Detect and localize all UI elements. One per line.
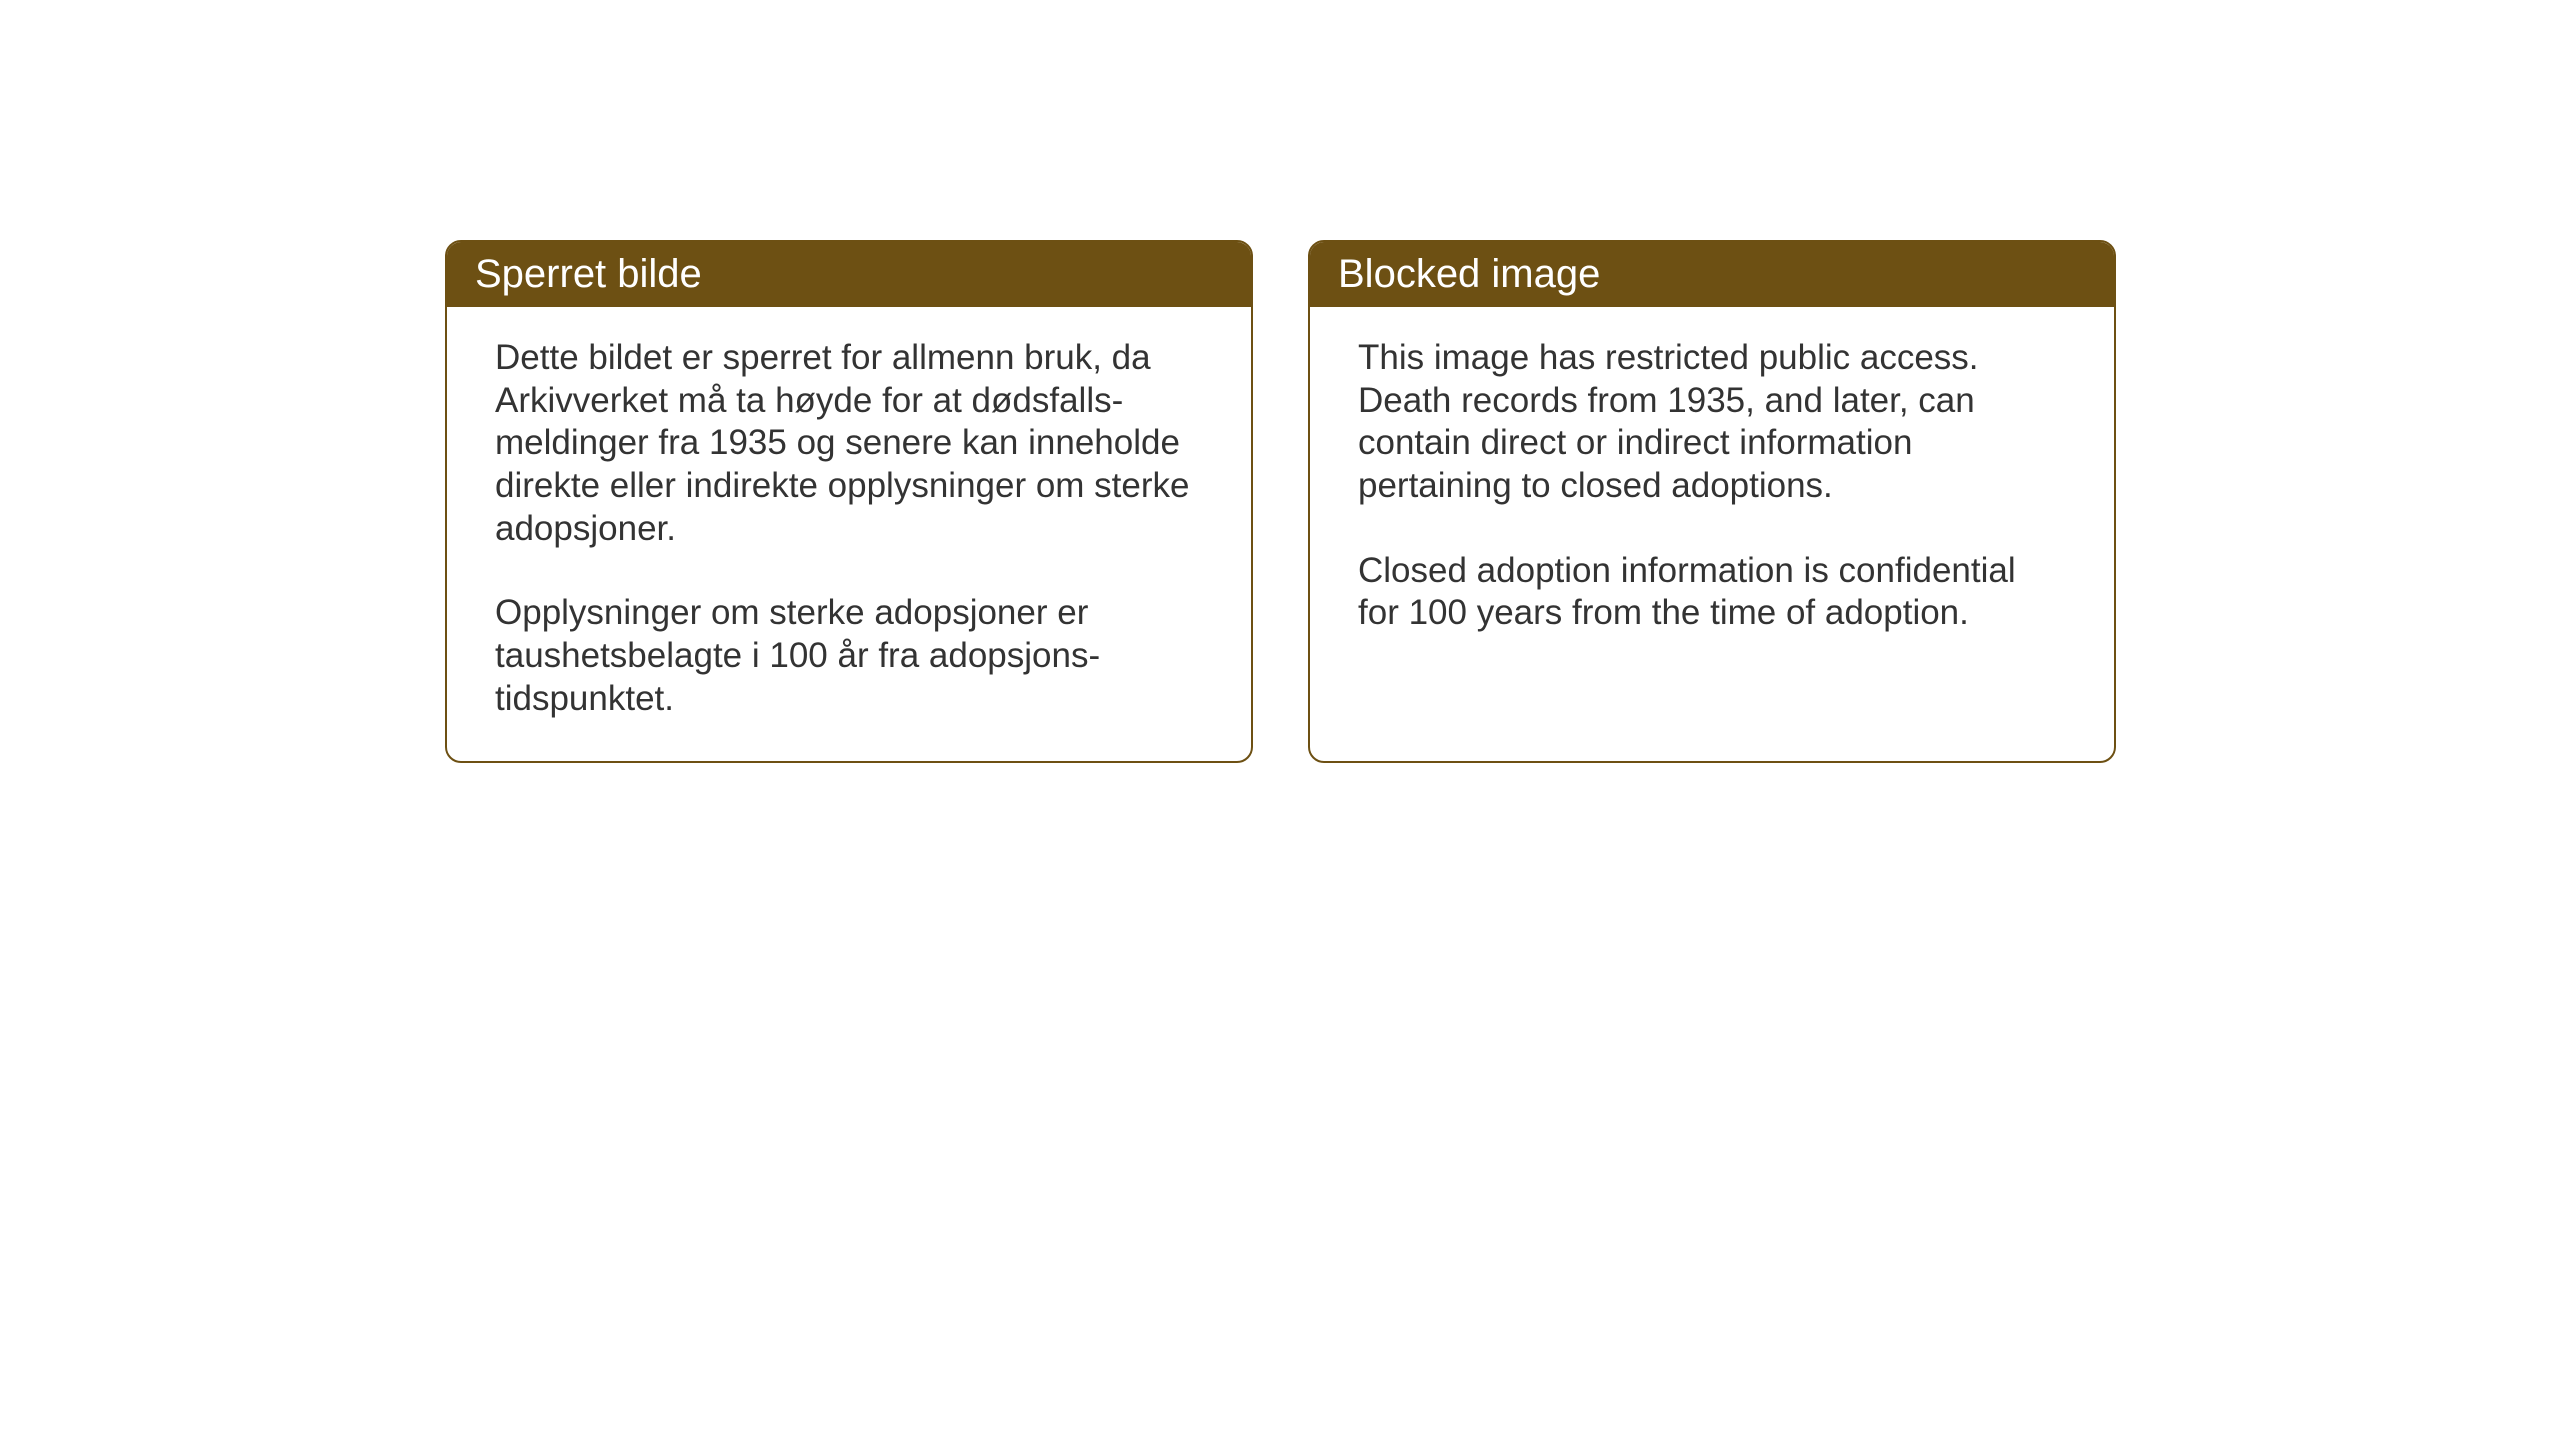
- card-body-norwegian: Dette bildet er sperret for allmenn bruk…: [447, 307, 1251, 761]
- card-paragraph: Dette bildet er sperret for allmenn bruk…: [495, 337, 1203, 550]
- card-paragraph: Closed adoption information is confident…: [1358, 550, 2066, 635]
- card-norwegian: Sperret bilde Dette bildet er sperret fo…: [445, 240, 1253, 763]
- card-title: Blocked image: [1338, 252, 1600, 296]
- card-paragraph: Opplysninger om sterke adopsjoner er tau…: [495, 592, 1203, 720]
- card-body-english: This image has restricted public access.…: [1310, 307, 2114, 675]
- card-english: Blocked image This image has restricted …: [1308, 240, 2116, 763]
- card-header-english: Blocked image: [1310, 242, 2114, 307]
- card-title: Sperret bilde: [475, 252, 702, 296]
- card-paragraph: This image has restricted public access.…: [1358, 337, 2066, 508]
- cards-container: Sperret bilde Dette bildet er sperret fo…: [445, 240, 2116, 763]
- card-header-norwegian: Sperret bilde: [447, 242, 1251, 307]
